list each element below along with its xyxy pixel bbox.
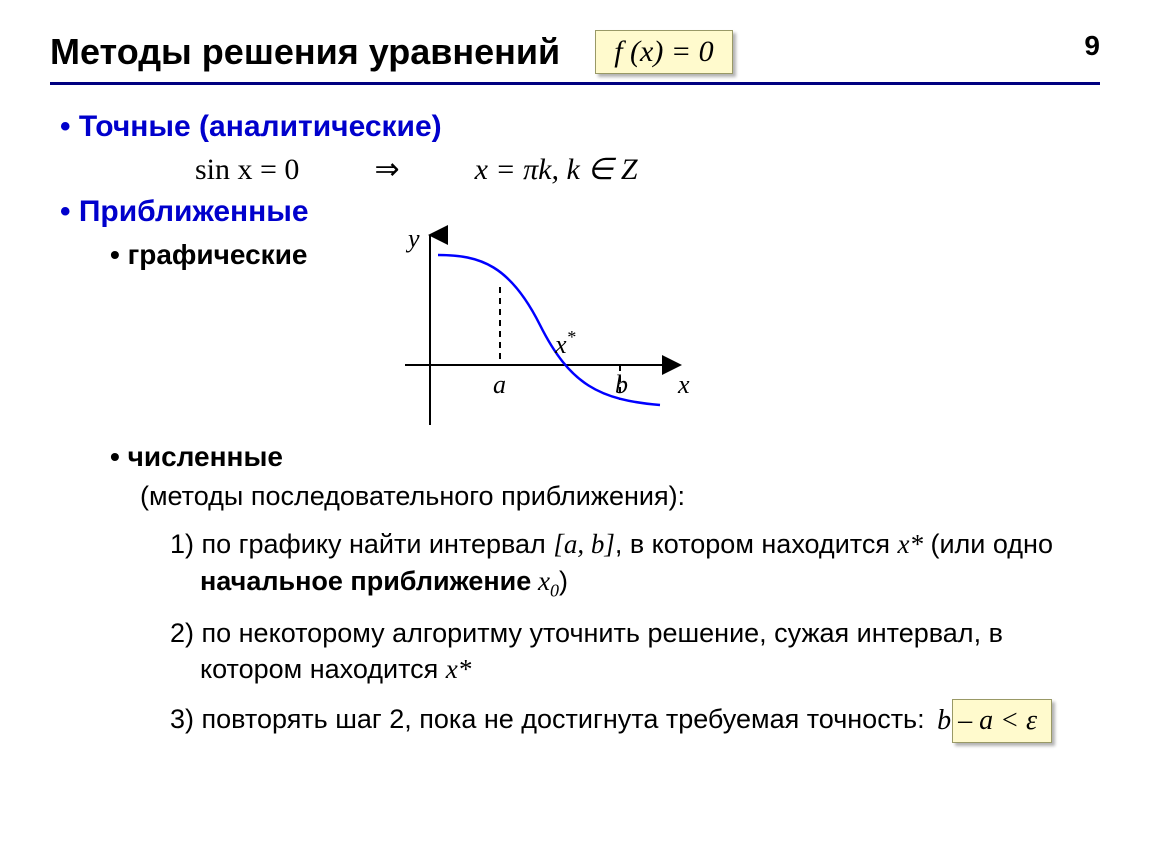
step1-x0: x (531, 566, 550, 596)
step1-a: 1) по графику найти интервал (170, 529, 553, 559)
epsilon-box: b – a < ε (952, 699, 1052, 743)
step1-interval: [a, b] (553, 529, 615, 559)
page-title: Методы решения уравнений (50, 31, 560, 73)
math-solution: x = πk, k ∈ Z (475, 153, 638, 186)
step1-xstar: x* (897, 529, 922, 559)
math-sin: sin x = 0 (195, 153, 299, 186)
label-xstar: x* (554, 327, 576, 359)
bullet-numerical: численные (110, 441, 1100, 473)
graph-svg: y x a b x* (400, 225, 700, 435)
step3-a: 3) повторять шаг 2, пока не достигнута т… (170, 704, 925, 734)
label-y: y (405, 225, 420, 253)
fx-equation-box: f (x) = 0 (595, 30, 732, 74)
bullet-exact: Точные (аналитические) (60, 110, 1100, 144)
step2-a: 2) по некоторому алгоритму уточнить реше… (170, 618, 1003, 684)
label-a: a (493, 370, 506, 399)
bullet-approx: Приближенные (60, 195, 1100, 229)
step1-bold: начальное приближение (200, 566, 531, 596)
step-1: 1) по графику найти интервал [a, b], в к… (170, 526, 1090, 602)
label-b: b (615, 370, 628, 399)
step1-x0sub: 0 (550, 580, 559, 600)
numerical-desc: (методы последовательного приближения): (140, 478, 1100, 514)
step1-b: , в котором находится (615, 529, 898, 559)
step1-d: ) (559, 566, 568, 596)
page-number: 9 (1084, 30, 1100, 62)
math-analytic: sin x = 0 ⇒ x = πk, k ∈ Z (195, 152, 1100, 187)
label-x: x (677, 370, 690, 399)
math-implies: ⇒ (374, 153, 399, 186)
header: Методы решения уравнений f (x) = 0 (50, 30, 1100, 85)
step-3: 3) повторять шаг 2, пока не достигнута т… (170, 699, 1090, 743)
step1-c: (или одно (923, 529, 1053, 559)
step-2: 2) по некоторому алгоритму уточнить реше… (170, 615, 1090, 688)
step2-xstar: x* (446, 654, 471, 684)
